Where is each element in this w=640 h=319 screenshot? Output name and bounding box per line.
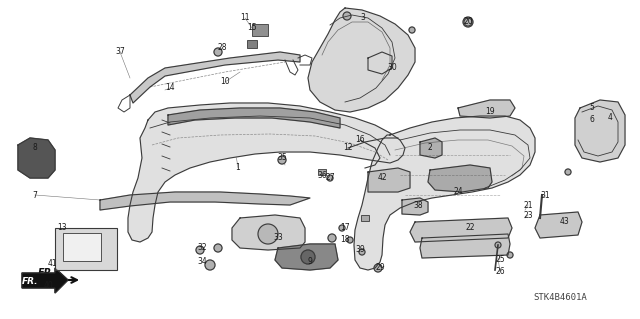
Polygon shape bbox=[354, 116, 535, 270]
Text: 2: 2 bbox=[428, 144, 433, 152]
Text: 30: 30 bbox=[387, 63, 397, 72]
Circle shape bbox=[409, 27, 415, 33]
Text: 4: 4 bbox=[607, 114, 612, 122]
Text: 27: 27 bbox=[325, 174, 335, 182]
Text: 12: 12 bbox=[343, 144, 353, 152]
Polygon shape bbox=[535, 212, 582, 238]
Polygon shape bbox=[458, 100, 515, 118]
Text: 18: 18 bbox=[340, 235, 349, 244]
Circle shape bbox=[565, 169, 571, 175]
Text: 38: 38 bbox=[413, 201, 423, 210]
Text: 8: 8 bbox=[33, 144, 37, 152]
Text: 40: 40 bbox=[43, 280, 53, 290]
Circle shape bbox=[278, 156, 286, 164]
Bar bbox=[252, 24, 268, 36]
Text: 41: 41 bbox=[47, 258, 57, 268]
Text: 17: 17 bbox=[340, 224, 350, 233]
Polygon shape bbox=[232, 215, 305, 250]
Circle shape bbox=[374, 264, 382, 272]
Polygon shape bbox=[420, 234, 510, 258]
Circle shape bbox=[359, 249, 365, 255]
Text: 24: 24 bbox=[453, 188, 463, 197]
Polygon shape bbox=[100, 192, 310, 210]
Circle shape bbox=[463, 17, 473, 27]
Text: 9: 9 bbox=[308, 257, 312, 266]
Text: 37: 37 bbox=[115, 48, 125, 56]
Text: 34: 34 bbox=[197, 257, 207, 266]
Text: 28: 28 bbox=[217, 43, 227, 53]
Text: STK4B4601A: STK4B4601A bbox=[533, 293, 587, 302]
Circle shape bbox=[214, 48, 222, 56]
Text: 22: 22 bbox=[465, 224, 475, 233]
Circle shape bbox=[258, 224, 278, 244]
Text: 35: 35 bbox=[277, 153, 287, 162]
Circle shape bbox=[328, 234, 336, 242]
Polygon shape bbox=[428, 165, 492, 192]
Text: 6: 6 bbox=[589, 115, 595, 124]
Text: 11: 11 bbox=[240, 13, 250, 23]
Text: 5: 5 bbox=[589, 103, 595, 113]
Text: 1: 1 bbox=[236, 164, 241, 173]
Text: 29: 29 bbox=[375, 263, 385, 272]
Text: 25: 25 bbox=[495, 256, 505, 264]
Circle shape bbox=[327, 175, 333, 181]
Circle shape bbox=[214, 244, 222, 252]
Bar bbox=[63, 233, 101, 261]
Polygon shape bbox=[128, 103, 405, 242]
Polygon shape bbox=[275, 244, 338, 270]
Polygon shape bbox=[130, 52, 300, 103]
Text: FR.: FR. bbox=[38, 268, 56, 278]
Circle shape bbox=[347, 237, 353, 243]
Text: 42: 42 bbox=[377, 174, 387, 182]
Circle shape bbox=[464, 18, 472, 26]
Polygon shape bbox=[402, 198, 428, 215]
Circle shape bbox=[343, 12, 351, 20]
Text: 26: 26 bbox=[495, 268, 505, 277]
Polygon shape bbox=[420, 138, 442, 158]
Text: 10: 10 bbox=[220, 78, 230, 86]
Text: 19: 19 bbox=[485, 108, 495, 116]
Polygon shape bbox=[368, 168, 410, 192]
Text: 3: 3 bbox=[360, 13, 365, 23]
Circle shape bbox=[196, 246, 204, 254]
Text: FR.: FR. bbox=[22, 277, 38, 286]
Polygon shape bbox=[308, 8, 415, 112]
Text: 14: 14 bbox=[165, 84, 175, 93]
Polygon shape bbox=[410, 218, 512, 242]
Text: 15: 15 bbox=[247, 24, 257, 33]
Text: 13: 13 bbox=[57, 224, 67, 233]
Polygon shape bbox=[575, 100, 625, 162]
Circle shape bbox=[205, 260, 215, 270]
Polygon shape bbox=[18, 138, 55, 178]
Circle shape bbox=[507, 252, 513, 258]
Text: 36: 36 bbox=[317, 170, 327, 180]
Bar bbox=[318, 169, 326, 175]
Circle shape bbox=[339, 225, 345, 231]
Text: 33: 33 bbox=[273, 234, 283, 242]
Bar bbox=[247, 40, 257, 48]
Circle shape bbox=[301, 250, 315, 264]
Polygon shape bbox=[168, 108, 340, 128]
Text: 43: 43 bbox=[560, 218, 570, 226]
Text: 20: 20 bbox=[463, 18, 473, 26]
Polygon shape bbox=[22, 268, 68, 293]
Bar bbox=[361, 215, 369, 221]
Text: 21: 21 bbox=[524, 201, 532, 210]
Bar bbox=[55, 228, 117, 270]
Text: 23: 23 bbox=[523, 211, 533, 219]
Text: 31: 31 bbox=[540, 190, 550, 199]
Circle shape bbox=[495, 242, 501, 248]
Text: 32: 32 bbox=[197, 243, 207, 253]
Text: 16: 16 bbox=[355, 136, 365, 145]
Text: 39: 39 bbox=[355, 246, 365, 255]
Text: 7: 7 bbox=[33, 190, 37, 199]
